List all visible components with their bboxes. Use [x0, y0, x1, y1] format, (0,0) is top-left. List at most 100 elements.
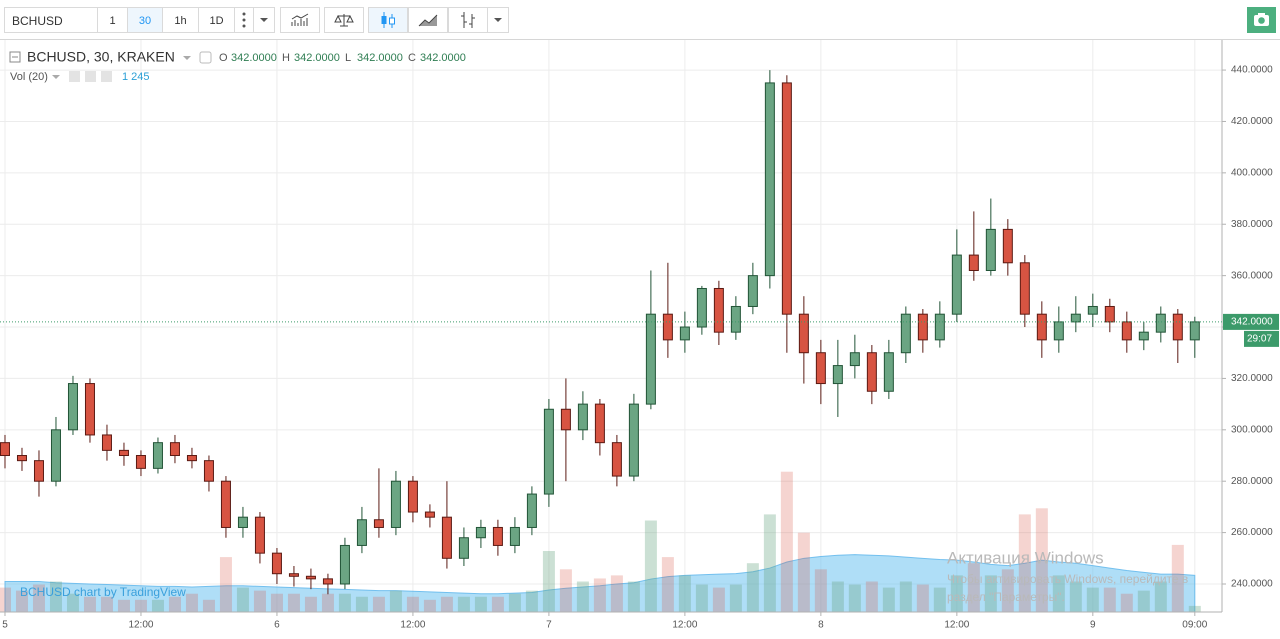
volume-bar [304, 596, 317, 612]
ohlc-legend: O 342.0000 H 342.0000 L 342.0000 C 342.0000 [219, 52, 466, 64]
volume-bar [1188, 605, 1201, 612]
indicators-button[interactable] [280, 7, 320, 33]
candle-body [679, 326, 690, 341]
os-notice-line: раздел "Параметры". [947, 590, 1065, 604]
x-tick-label: 7 [546, 620, 552, 631]
candle-body [951, 254, 962, 315]
candle-body [781, 82, 792, 315]
volume-bar [780, 471, 793, 612]
legend-value: 342.0000 [420, 52, 466, 64]
candle-body [441, 516, 452, 559]
settings-icon[interactable] [85, 71, 96, 82]
volume-bar [202, 599, 215, 612]
volume-bar [1001, 569, 1014, 612]
legend-value: 342.0000 [294, 52, 340, 64]
volume-bar [746, 563, 759, 612]
settings-icon[interactable] [199, 51, 212, 64]
candle-body [1002, 228, 1013, 264]
interval-button[interactable]: 30 [127, 7, 163, 33]
candle-body [509, 526, 520, 546]
candle-body [645, 313, 656, 405]
volume-bar [355, 596, 368, 612]
candle-body [33, 460, 44, 482]
hide-icon[interactable] [69, 71, 80, 82]
icon [494, 18, 502, 22]
candle-body [84, 383, 95, 436]
volume-ma-area [4, 554, 1196, 613]
collapse-icon[interactable] [9, 51, 21, 63]
compare-button[interactable] [324, 7, 364, 33]
x-tick-label: 9 [1090, 620, 1096, 631]
volume-bar [134, 599, 147, 612]
volume-bar [0, 587, 11, 612]
volume-bar [712, 587, 725, 612]
candle-body [118, 449, 129, 457]
os-notice-line: Чтобы активировать Windows, перейдите в [947, 572, 1188, 586]
remove-icon[interactable] [101, 71, 112, 82]
candle-body [713, 287, 724, 333]
candle-body [560, 408, 571, 431]
volume-bar [219, 557, 232, 612]
volume-bar [1120, 593, 1133, 612]
volume-bar [287, 593, 300, 612]
candle-body [0, 442, 10, 457]
dropdown-button[interactable] [487, 7, 509, 33]
candle-body [492, 526, 503, 546]
volume-bar [338, 593, 351, 612]
candle-body [67, 383, 78, 431]
y-tick-label: 440.0000 [1231, 65, 1273, 76]
volume-bar [814, 569, 827, 612]
interval-button[interactable]: 1D [198, 7, 235, 33]
interval-button[interactable]: 1h [162, 7, 199, 33]
volume-bar [542, 551, 555, 612]
interval-button[interactable]: 1 [97, 7, 128, 33]
y-tick-label: 260.0000 [1231, 527, 1273, 538]
candle-body [917, 313, 928, 341]
bars-button[interactable] [448, 7, 488, 33]
candle-body [594, 403, 605, 444]
volume-bar [253, 590, 266, 612]
volume-bar [984, 575, 997, 612]
legend-value: 342.0000 [357, 52, 403, 64]
candle-body [390, 480, 401, 528]
candle-body [1053, 321, 1064, 341]
volume-bar [1171, 544, 1184, 612]
volume-bar [457, 596, 470, 612]
x-tick-label: 09:00 [1182, 620, 1207, 631]
volume-bar [848, 584, 861, 612]
candle-body [968, 254, 979, 271]
volume-bar [763, 514, 776, 612]
legend-key: H [282, 52, 290, 64]
y-tick-label: 380.0000 [1231, 219, 1273, 230]
symbol-input[interactable]: BCHUSD [4, 7, 98, 33]
candle-body [407, 480, 418, 513]
volume-bar [1018, 514, 1031, 612]
candle-body [1189, 321, 1200, 341]
line-button[interactable] [408, 7, 448, 33]
candle-body [373, 519, 384, 528]
icon [381, 12, 395, 28]
volume-bar [865, 581, 878, 612]
candle-body [747, 275, 758, 307]
candles-button[interactable] [368, 7, 408, 33]
screenshot-button[interactable] [1247, 7, 1276, 33]
volume-bar [49, 581, 62, 612]
candle-body [662, 313, 673, 341]
volume-bar [729, 584, 742, 612]
volume-bar [797, 532, 810, 612]
volume-legend-label: Vol (20) [10, 71, 48, 83]
volume-bar [270, 593, 283, 612]
icon [334, 14, 354, 27]
watermark: BCHUSD chart by TradingView [20, 585, 186, 599]
os-notice-title: Активация Windows [947, 548, 1104, 567]
more-button[interactable] [234, 7, 254, 33]
dropdown-button[interactable] [253, 7, 275, 33]
volume-bar [508, 593, 521, 612]
candle-body [526, 493, 537, 528]
icon [242, 12, 246, 28]
legend-value: 342.0000 [231, 52, 277, 64]
icon [418, 14, 438, 27]
candle-body [832, 365, 843, 385]
candle-body [900, 313, 911, 354]
last-price-box [1223, 313, 1279, 330]
